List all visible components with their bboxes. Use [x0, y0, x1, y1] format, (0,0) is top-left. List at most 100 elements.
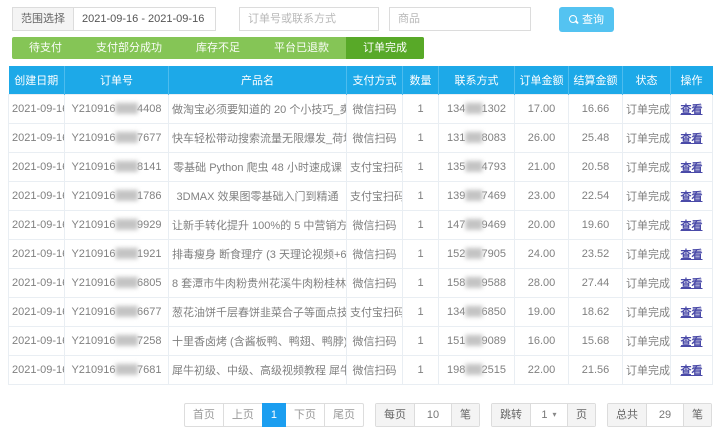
table-row: 2021-09-16 Y210916████6805 8 套潭市牛肉粉贵州花溪牛…	[8, 267, 713, 298]
redacted-segment: ███	[465, 218, 482, 229]
cell-order-no: Y210916████7258	[64, 325, 169, 356]
column-header-7: 结算金额	[568, 66, 623, 94]
per-page-input[interactable]: 10	[415, 403, 451, 427]
orders-table: 创建日期 订单号 产品名 支付方式 数量 联系方式 订单金额 结算金额 状态 操作 2021-09…	[8, 66, 713, 385]
date-range-input[interactable]	[74, 7, 216, 31]
cell-order-amount: 23.00	[514, 180, 569, 211]
redacted-segment: ███	[465, 276, 482, 287]
cell-order-no: Y210916████1921	[64, 238, 169, 269]
cell-quantity: 1	[402, 296, 439, 327]
cell-contact: 134███6850	[438, 296, 515, 327]
redacted-segment: ███	[465, 363, 482, 374]
cell-action: 查看	[670, 209, 713, 240]
total-label: 总共	[607, 403, 647, 427]
cell-action: 查看	[670, 122, 713, 153]
cell-action: 查看	[670, 180, 713, 211]
table-row: 2021-09-16 Y210916████1921 排毒瘦身 断食理疗 (3 …	[8, 238, 713, 269]
page-prev-button[interactable]: 上页	[222, 403, 263, 427]
cell-create-date: 2021-09-16	[8, 151, 65, 182]
date-range-group: 范围选择	[12, 7, 216, 31]
table-row: 2021-09-16 Y210916████7681 犀牛初级、中级、高级视频教…	[8, 354, 713, 385]
jump-label: 跳转	[491, 403, 531, 427]
page-last-button[interactable]: 尾页	[324, 403, 364, 427]
cell-contact: 147███9469	[438, 209, 515, 240]
order-search-input[interactable]	[239, 7, 379, 31]
page-first-button[interactable]: 首页	[183, 403, 224, 427]
column-header-0: 创建日期	[8, 66, 65, 94]
cell-status: 订单完成	[622, 151, 671, 182]
tab-partial-payment[interactable]: 支付部分成功	[96, 42, 162, 54]
jump-page-select[interactable]: 1 ▾	[531, 403, 567, 427]
cell-order-amount: 20.00	[514, 209, 569, 240]
view-link[interactable]: 查看	[680, 219, 703, 232]
view-link[interactable]: 查看	[680, 364, 703, 377]
total-group: 总共 29 笔	[607, 403, 712, 427]
tab-pending-payment[interactable]: 待支付	[29, 42, 62, 54]
cell-status: 订单完成	[622, 296, 671, 327]
cell-create-date: 2021-09-16	[8, 122, 65, 153]
cell-pay-method: 微信扫码	[346, 238, 403, 269]
view-link[interactable]: 查看	[680, 190, 703, 203]
cell-create-date: 2021-09-16	[8, 209, 65, 240]
cell-status: 订单完成	[622, 122, 671, 153]
cell-settle-amount: 21.56	[568, 354, 623, 385]
redacted-segment: ████	[115, 247, 138, 258]
column-header-5: 联系方式	[438, 66, 515, 94]
table-row: 2021-09-16 Y210916████9929 让新手转化提升 100%的…	[8, 209, 713, 240]
redacted-segment: ████	[115, 305, 138, 316]
view-link[interactable]: 查看	[680, 161, 703, 174]
order-table-body: 2021-09-16 Y210916████4408 做淘宝必须要知道的 20 …	[8, 93, 713, 385]
search-button[interactable]: 查询	[559, 6, 614, 32]
pagination-bar: 首页 上页 1 下页 尾页 每页 10 笔 跳转 1 ▾ 页 总共 29 笔	[8, 403, 712, 427]
cell-pay-method: 支付宝扫码	[346, 296, 403, 327]
view-link[interactable]: 查看	[680, 335, 703, 348]
cell-status: 订单完成	[622, 354, 671, 385]
cell-status: 订单完成	[622, 325, 671, 356]
cell-order-amount: 26.00	[514, 122, 569, 153]
cell-action: 查看	[670, 151, 713, 182]
page-current[interactable]: 1	[261, 403, 286, 427]
tab-platform-refunded[interactable]: 平台已退款	[274, 42, 329, 54]
cell-create-date: 2021-09-16	[8, 93, 65, 124]
cell-contact: 135███4793	[438, 151, 515, 182]
cell-status: 订单完成	[622, 180, 671, 211]
tab-order-complete[interactable]: 订单完成	[346, 37, 424, 59]
cell-order-no: Y210916████1786	[64, 180, 169, 211]
cell-settle-amount: 15.68	[568, 325, 623, 356]
per-page-unit: 笔	[451, 403, 480, 427]
view-link[interactable]: 查看	[680, 103, 703, 116]
cell-action: 查看	[670, 354, 713, 385]
view-link[interactable]: 查看	[680, 306, 703, 319]
column-header-4: 数量	[402, 66, 439, 94]
redacted-segment: ███	[465, 189, 482, 200]
column-header-6: 订单金额	[514, 66, 569, 94]
redacted-segment: ███	[465, 131, 482, 142]
column-header-3: 支付方式	[346, 66, 403, 94]
column-header-1: 订单号	[64, 66, 169, 94]
redacted-segment: ███	[465, 160, 482, 171]
per-page-group: 每页 10 笔	[375, 403, 480, 427]
cell-create-date: 2021-09-16	[8, 354, 65, 385]
redacted-segment: ████	[115, 363, 138, 374]
cell-product-name: 犀牛初级、中级、高级视频教程 犀牛教程	[168, 354, 347, 385]
cell-contact: 198███2515	[438, 354, 515, 385]
product-search-input[interactable]	[389, 7, 531, 31]
cell-settle-amount: 20.58	[568, 151, 623, 182]
per-page-label: 每页	[375, 403, 415, 427]
cell-action: 查看	[670, 93, 713, 124]
search-button-label: 查询	[582, 14, 604, 26]
redacted-segment: ████	[115, 131, 138, 142]
cell-status: 订单完成	[622, 93, 671, 124]
table-row: 2021-09-16 Y210916████6677 葱花油饼千层春饼韭菜合子等…	[8, 296, 713, 327]
table-header-row: 创建日期 订单号 产品名 支付方式 数量 联系方式 订单金额 结算金额 状态 操作	[8, 66, 713, 94]
view-link[interactable]: 查看	[680, 132, 703, 145]
view-link[interactable]: 查看	[680, 277, 703, 290]
redacted-segment: ████	[115, 160, 138, 171]
page-next-button[interactable]: 下页	[285, 403, 325, 427]
tab-out-of-stock[interactable]: 库存不足	[196, 42, 240, 54]
view-link[interactable]: 查看	[680, 248, 703, 261]
cell-order-no: Y210916████6677	[64, 296, 169, 327]
cell-product-name: 零基础 Python 爬虫 48 小时速成课	[168, 151, 347, 182]
total-unit: 笔	[683, 403, 712, 427]
cell-contact: 139███7469	[438, 180, 515, 211]
